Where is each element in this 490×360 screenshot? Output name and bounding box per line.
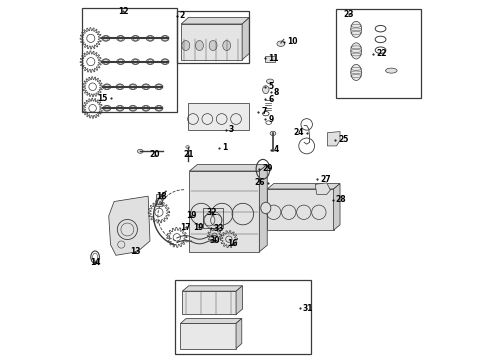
Text: 33: 33 — [214, 224, 224, 233]
Text: 19: 19 — [194, 223, 204, 232]
Text: 20: 20 — [149, 150, 160, 159]
Polygon shape — [236, 286, 243, 315]
Ellipse shape — [155, 105, 163, 111]
Ellipse shape — [131, 59, 139, 64]
Text: 22: 22 — [376, 49, 387, 58]
Text: 15: 15 — [98, 94, 108, 103]
Ellipse shape — [117, 59, 124, 64]
Ellipse shape — [129, 84, 137, 90]
Text: 19: 19 — [186, 211, 196, 220]
Text: 23: 23 — [344, 10, 354, 19]
Ellipse shape — [386, 68, 397, 73]
Polygon shape — [327, 132, 340, 146]
Text: 14: 14 — [90, 258, 100, 267]
Ellipse shape — [263, 86, 269, 94]
Text: 2: 2 — [180, 11, 185, 20]
Text: 8: 8 — [274, 87, 279, 96]
Text: 16: 16 — [227, 239, 238, 248]
Polygon shape — [267, 184, 340, 189]
Ellipse shape — [223, 41, 231, 50]
Ellipse shape — [351, 21, 362, 37]
Text: 11: 11 — [269, 54, 279, 63]
Text: 10: 10 — [287, 37, 298, 46]
Text: 6: 6 — [269, 95, 273, 104]
Ellipse shape — [102, 36, 110, 41]
Text: 21: 21 — [183, 150, 194, 159]
Text: 29: 29 — [262, 164, 273, 173]
Bar — [203, 208, 223, 228]
Ellipse shape — [209, 41, 217, 50]
Text: 17: 17 — [180, 223, 191, 232]
Ellipse shape — [351, 64, 362, 81]
Bar — [337, 9, 421, 98]
Text: 12: 12 — [118, 7, 128, 16]
Ellipse shape — [103, 105, 111, 111]
Bar — [82, 8, 177, 112]
Ellipse shape — [116, 84, 124, 90]
Bar — [190, 171, 259, 252]
Text: 26: 26 — [254, 178, 265, 187]
Ellipse shape — [137, 149, 143, 153]
Polygon shape — [180, 319, 242, 323]
Ellipse shape — [103, 84, 111, 90]
Polygon shape — [109, 196, 150, 255]
Ellipse shape — [142, 84, 150, 90]
Bar — [267, 189, 334, 230]
Ellipse shape — [142, 105, 150, 111]
Ellipse shape — [182, 41, 190, 50]
Polygon shape — [315, 183, 330, 194]
Bar — [188, 103, 248, 130]
Bar — [180, 323, 236, 348]
Ellipse shape — [161, 59, 169, 64]
Bar — [182, 291, 236, 315]
Ellipse shape — [102, 59, 110, 64]
Ellipse shape — [147, 59, 154, 64]
Text: 27: 27 — [320, 175, 331, 184]
Ellipse shape — [116, 105, 124, 111]
Text: 18: 18 — [156, 192, 167, 201]
Text: 4: 4 — [274, 145, 279, 154]
Text: 13: 13 — [130, 247, 140, 256]
Bar — [175, 280, 311, 354]
Text: 5: 5 — [269, 82, 273, 91]
Ellipse shape — [267, 79, 274, 84]
Text: 28: 28 — [335, 195, 346, 204]
Ellipse shape — [117, 36, 124, 41]
Ellipse shape — [351, 43, 362, 59]
Ellipse shape — [129, 105, 137, 111]
Bar — [177, 12, 248, 63]
Text: 3: 3 — [229, 125, 234, 134]
Polygon shape — [242, 18, 249, 60]
Ellipse shape — [196, 41, 203, 50]
Polygon shape — [182, 286, 243, 291]
Text: 30: 30 — [209, 236, 220, 245]
Text: 31: 31 — [302, 304, 313, 313]
Polygon shape — [334, 184, 340, 230]
Polygon shape — [259, 165, 267, 252]
Text: 1: 1 — [221, 143, 227, 152]
Ellipse shape — [261, 202, 271, 214]
Ellipse shape — [147, 36, 154, 41]
Polygon shape — [190, 165, 267, 171]
Polygon shape — [236, 319, 242, 348]
Text: 32: 32 — [207, 208, 217, 217]
Bar — [265, 55, 275, 62]
Bar — [181, 24, 242, 60]
Ellipse shape — [277, 41, 285, 46]
Bar — [156, 194, 162, 206]
Ellipse shape — [131, 36, 139, 41]
Ellipse shape — [186, 145, 190, 148]
Text: 24: 24 — [294, 128, 304, 137]
Ellipse shape — [161, 36, 169, 41]
Text: 25: 25 — [338, 135, 348, 144]
Ellipse shape — [270, 131, 276, 135]
Text: 7: 7 — [261, 107, 267, 116]
Text: 9: 9 — [269, 114, 273, 123]
Ellipse shape — [155, 84, 163, 90]
Polygon shape — [181, 18, 249, 24]
